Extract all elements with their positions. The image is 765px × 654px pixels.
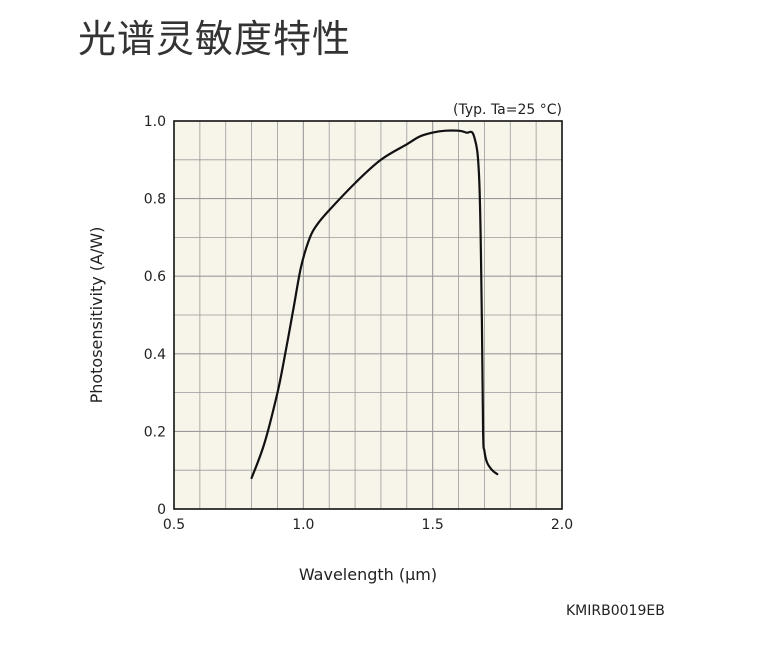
condition-note: (Typ. Ta=25 °C) <box>453 102 562 118</box>
y-tick-label: 0.2 <box>144 424 166 440</box>
plot-frame <box>173 120 563 510</box>
x-tick-labels: 0.5 1.0 1.5 2.0 <box>163 517 573 533</box>
grid-lines <box>174 121 562 509</box>
x-tick-label: 0.5 <box>163 517 185 533</box>
y-tick-label: 0.6 <box>144 269 166 285</box>
y-axis-label: Photosensitivity (A/W) <box>87 227 106 404</box>
x-axis-label: Wavelength (μm) <box>299 565 437 584</box>
x-tick-label: 1.0 <box>292 517 314 533</box>
y-tick-label: 0.4 <box>144 347 166 363</box>
y-tick-label: 0.8 <box>144 192 166 208</box>
x-tick-label: 2.0 <box>551 517 573 533</box>
page-title: 光谱灵敏度特性 <box>78 17 352 61</box>
x-tick-label: 1.5 <box>422 517 444 533</box>
photosensitivity-curve <box>250 129 499 480</box>
y-tick-label: 0 <box>157 502 166 518</box>
y-tick-labels: 0 0.2 0.4 0.6 0.8 1.0 <box>144 114 166 518</box>
document-code: KMIRB0019EB <box>566 603 665 619</box>
y-tick-label: 1.0 <box>144 114 166 130</box>
